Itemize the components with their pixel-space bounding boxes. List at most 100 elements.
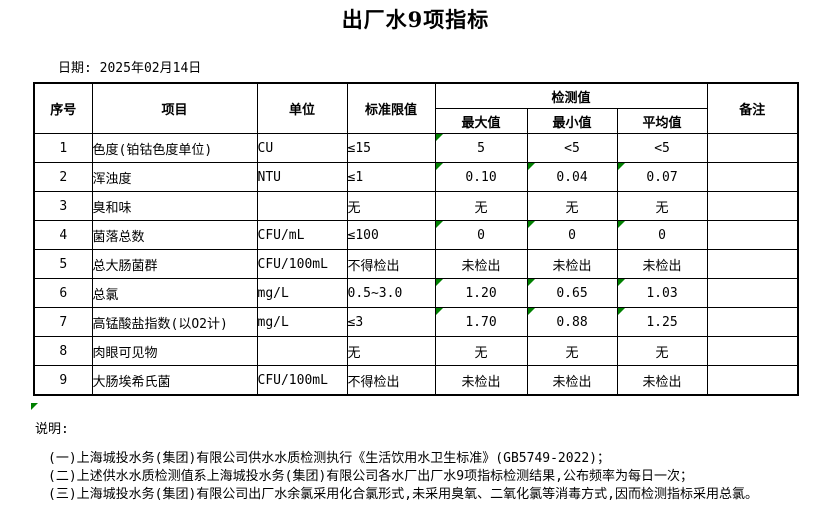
row-unit-cell: mg/L [256,278,348,308]
notes-section: (一)上海城投水务(集团)有限公司供水水质检测执行《生活饮用水卫生标准》(GB5… [48,450,758,504]
row-no-cell: 1 [33,133,93,163]
row-max-cell: 未检出 [434,365,528,396]
row-max-cell: 无 [434,336,528,366]
row-remark-cell [706,365,799,396]
note-line-3: (三)上海城投水务(集团)有限公司出厂水余氯采用化合氯形式,未采用臭氧、二氧化氯… [48,487,758,502]
row-item-cell: 总氯 [91,278,258,308]
row-limit-cell: ≤15 [346,133,436,163]
row-max-cell: 未检出 [434,249,528,279]
row-unit-cell: CFU/100mL [256,365,348,396]
date-label: 日期: [58,61,92,76]
row-avg-cell: 0.07 [616,162,708,192]
row-remark-cell [706,162,799,192]
row-avg-cell: 未检出 [616,249,708,279]
row-max-cell: 无 [434,191,528,221]
col-header-remark: 备注 [706,82,799,134]
row-avg-cell: 1.25 [616,307,708,337]
row-min-cell: 无 [526,336,618,366]
notes-title: 说明: [35,422,69,437]
row-remark-cell [706,278,799,308]
row-max-cell: 1.70 [434,307,528,337]
row-unit-cell: CU [256,133,348,163]
col-header-min: 最小值 [526,108,618,134]
row-avg-cell: 无 [616,191,708,221]
row-min-cell: 未检出 [526,249,618,279]
row-remark-cell [706,307,799,337]
row-no-cell: 8 [33,336,93,366]
table-row: 4 菌落总数 CFU/mL ≤100 0 0 0 [33,220,799,250]
row-no-cell: 5 [33,249,93,279]
row-no-cell: 4 [33,220,93,250]
table-row: 3 臭和味无无无无 [33,191,799,221]
row-limit-cell: ≤1 [346,162,436,192]
page-title: 出厂水9项指标 [341,7,490,32]
table-header: 序号 项目 单位 标准限值 检测值 备注 最大值 最小值 平均值 [33,82,799,134]
note-line-1: (一)上海城投水务(集团)有限公司供水水质检测执行《生活饮用水卫生标准》(GB5… [48,451,611,466]
row-min-cell: 0.04 [526,162,618,192]
row-no-cell: 7 [33,307,93,337]
row-remark-cell [706,133,799,163]
row-unit-cell: mg/L [256,307,348,337]
row-item-cell: 大肠埃希氏菌 [91,365,258,396]
row-avg-cell: 1.03 [616,278,708,308]
row-limit-cell: 0.5~3.0 [346,278,436,308]
row-limit-cell: 无 [346,191,436,221]
row-item-cell: 色度(铂钴色度单位) [91,133,258,163]
row-avg-cell: <5 [616,133,708,163]
row-avg-cell: 无 [616,336,708,366]
row-item-cell: 臭和味 [91,191,258,221]
row-limit-cell: 不得检出 [346,249,436,279]
row-max-cell: 0 [434,220,528,250]
row-item-cell: 总大肠菌群 [91,249,258,279]
row-max-cell: 5 [434,133,528,163]
row-item-cell: 高锰酸盐指数(以O2计) [91,307,258,337]
table-row: 7 高锰酸盐指数(以O2计) mg/L ≤3 1.70 0.88 1.25 [33,307,799,337]
row-no-cell: 2 [33,162,93,192]
col-header-unit: 单位 [256,82,348,134]
col-header-avg: 平均值 [616,108,708,134]
cell-corner-flag-icon [31,403,38,410]
row-item-cell: 肉眼可见物 [91,336,258,366]
table-body: 1 色度(铂钴色度单位) CU ≤15 5 <5 <5 2 浑浊度 NTU ≤1 0.10 0.04 0.… [33,133,799,396]
row-no-cell: 9 [33,365,93,396]
row-no-cell: 6 [33,278,93,308]
col-header-limit: 标准限值 [346,82,436,134]
col-header-no: 序号 [33,82,93,134]
table-row: 5 总大肠菌群 CFU/100mL 不得检出 未检出 未检出 未检出 [33,249,799,279]
row-limit-cell: 无 [346,336,436,366]
row-min-cell: 0 [526,220,618,250]
row-item-cell: 菌落总数 [91,220,258,250]
row-limit-cell: 不得检出 [346,365,436,396]
row-max-cell: 0.10 [434,162,528,192]
note-line-2: (二)上述供水水质检测值系上海城投水务(集团)有限公司各水厂出厂水9项指标检测结… [48,469,693,484]
indicators-table: 序号 项目 单位 标准限值 检测值 备注 最大值 最小值 平均值 1 色度(铂钴色… [33,82,800,396]
row-remark-cell [706,220,799,250]
row-min-cell: 0.88 [526,307,618,337]
row-limit-cell: ≤3 [346,307,436,337]
row-remark-cell [706,336,799,366]
table-row: 6 总氯 mg/L 0.5~3.0 1.20 0.65 1.03 [33,278,799,308]
row-min-cell: <5 [526,133,618,163]
row-remark-cell [706,249,799,279]
header-row-sub: 最大值 最小值 平均值 [34,108,798,134]
row-min-cell: 无 [526,191,618,221]
col-header-detection-group: 检测值 [434,82,708,109]
row-min-cell: 未检出 [526,365,618,396]
row-max-cell: 1.20 [434,278,528,308]
table-row: 1 色度(铂钴色度单位) CU ≤15 5 <5 <5 [33,133,799,163]
row-remark-cell [706,191,799,221]
row-unit-cell: CFU/mL [256,220,348,250]
table-row: 2 浑浊度 NTU ≤1 0.10 0.04 0.07 [33,162,799,192]
table-row: 8 肉眼可见物无无无无 [33,336,799,366]
row-limit-cell: ≤100 [346,220,436,250]
row-unit-cell: NTU [256,162,348,192]
row-avg-cell: 未检出 [616,365,708,396]
row-avg-cell: 0 [616,220,708,250]
header-row-top: 序号 项目 单位 标准限值 检测值 备注 [33,82,799,134]
row-unit-cell [256,336,348,366]
row-unit-cell [256,191,348,221]
row-min-cell: 0.65 [526,278,618,308]
col-header-max: 最大值 [434,108,528,134]
table-row: 9 大肠埃希氏菌 CFU/100mL 不得检出 未检出 未检出 未检出 [33,365,799,396]
